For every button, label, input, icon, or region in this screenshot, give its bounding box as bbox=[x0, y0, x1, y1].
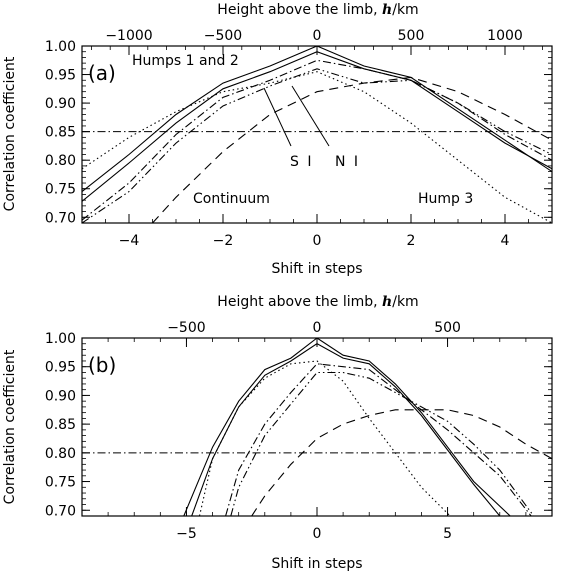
series-line-dashed bbox=[152, 76, 552, 223]
y-tick-label: 0.85 bbox=[45, 125, 76, 141]
panel-b: 0.70 0.75 0.80 0.85 0.90 0.95 1.00 −5 0 5 −500 0 500… bbox=[2, 294, 553, 572]
x-axis-label: Shift in steps bbox=[271, 556, 362, 572]
series-line-dashdotdot bbox=[230, 371, 535, 516]
x-tick-label: 0 bbox=[313, 526, 322, 542]
x-axis-label: Shift in steps bbox=[271, 261, 362, 277]
y-tick-label: 1.00 bbox=[45, 331, 76, 347]
y-axis-label: Correlation coefficient bbox=[2, 349, 18, 504]
series-lines bbox=[183, 338, 552, 516]
y-tick-label: 0.95 bbox=[45, 68, 76, 84]
ni-pointer-line bbox=[291, 85, 330, 147]
x-tick-label: −2 bbox=[213, 233, 234, 249]
series-line-dashdot bbox=[82, 59, 552, 221]
si-pointer-line bbox=[263, 87, 292, 147]
y-tick-label: 0.80 bbox=[45, 153, 76, 169]
top-tick-label: 500 bbox=[398, 28, 425, 44]
humps-annotation: Humps 1 and 2 bbox=[132, 53, 239, 69]
y-tick-label: 0.70 bbox=[45, 210, 76, 226]
series-lines bbox=[82, 46, 552, 223]
y-tick-label: 0.95 bbox=[45, 360, 76, 376]
si-annotation: S I bbox=[290, 154, 313, 170]
top-axis-label: Height above the limb, h/km bbox=[217, 294, 418, 310]
series-line-dotted bbox=[198, 360, 451, 516]
series-line-dashed bbox=[251, 409, 552, 516]
ticks: 0.70 0.75 0.80 0.85 0.90 0.95 1.00 −4 −2 0 2 4 −1000… bbox=[45, 28, 553, 249]
y-axis-label: Correlation coefficient bbox=[2, 56, 18, 211]
series-line-dashdot bbox=[225, 363, 532, 516]
x-tick-label: −4 bbox=[119, 233, 140, 249]
series-line-solid bbox=[82, 46, 552, 193]
panel-label: (a) bbox=[88, 61, 116, 85]
y-tick-label: 0.75 bbox=[45, 182, 76, 198]
x-tick-label: 2 bbox=[407, 233, 416, 249]
panel-a: 0.70 0.75 0.80 0.85 0.90 0.95 1.00 −4 −2 0 2 4 −1000… bbox=[2, 2, 553, 277]
y-tick-label: 0.80 bbox=[45, 446, 76, 462]
series-line-solid bbox=[191, 343, 501, 516]
series-line-dashdotdot bbox=[82, 68, 552, 223]
y-tick-label: 0.70 bbox=[45, 503, 76, 519]
ni-annotation: N I bbox=[335, 154, 360, 170]
series-line-solid bbox=[183, 338, 511, 516]
hump3-annotation: Hump 3 bbox=[418, 191, 473, 207]
x-tick-label: 5 bbox=[443, 526, 452, 542]
top-tick-label: −500 bbox=[167, 320, 205, 336]
top-tick-label: 500 bbox=[434, 320, 461, 336]
top-tick-label: 1000 bbox=[487, 28, 523, 44]
top-tick-label: 0 bbox=[313, 28, 322, 44]
top-tick-label: −1000 bbox=[105, 28, 152, 44]
top-tick-label: −500 bbox=[204, 28, 242, 44]
y-tick-label: 0.90 bbox=[45, 388, 76, 404]
y-tick-label: 0.75 bbox=[45, 475, 76, 491]
series-line-dotted bbox=[82, 71, 552, 223]
y-tick-label: 0.90 bbox=[45, 96, 76, 112]
y-tick-label: 0.85 bbox=[45, 417, 76, 433]
top-tick-label: 0 bbox=[313, 320, 322, 336]
ticks: 0.70 0.75 0.80 0.85 0.90 0.95 1.00 −5 0 5 −500 0 500 bbox=[45, 320, 553, 542]
continuum-annotation: Continuum bbox=[193, 191, 270, 207]
x-tick-label: 4 bbox=[501, 233, 510, 249]
x-tick-label: −5 bbox=[176, 526, 197, 542]
top-axis-label: Height above the limb, h/km bbox=[217, 2, 418, 18]
x-tick-label: 0 bbox=[313, 233, 322, 249]
panel-label: (b) bbox=[88, 353, 116, 377]
y-tick-label: 1.00 bbox=[45, 39, 76, 55]
